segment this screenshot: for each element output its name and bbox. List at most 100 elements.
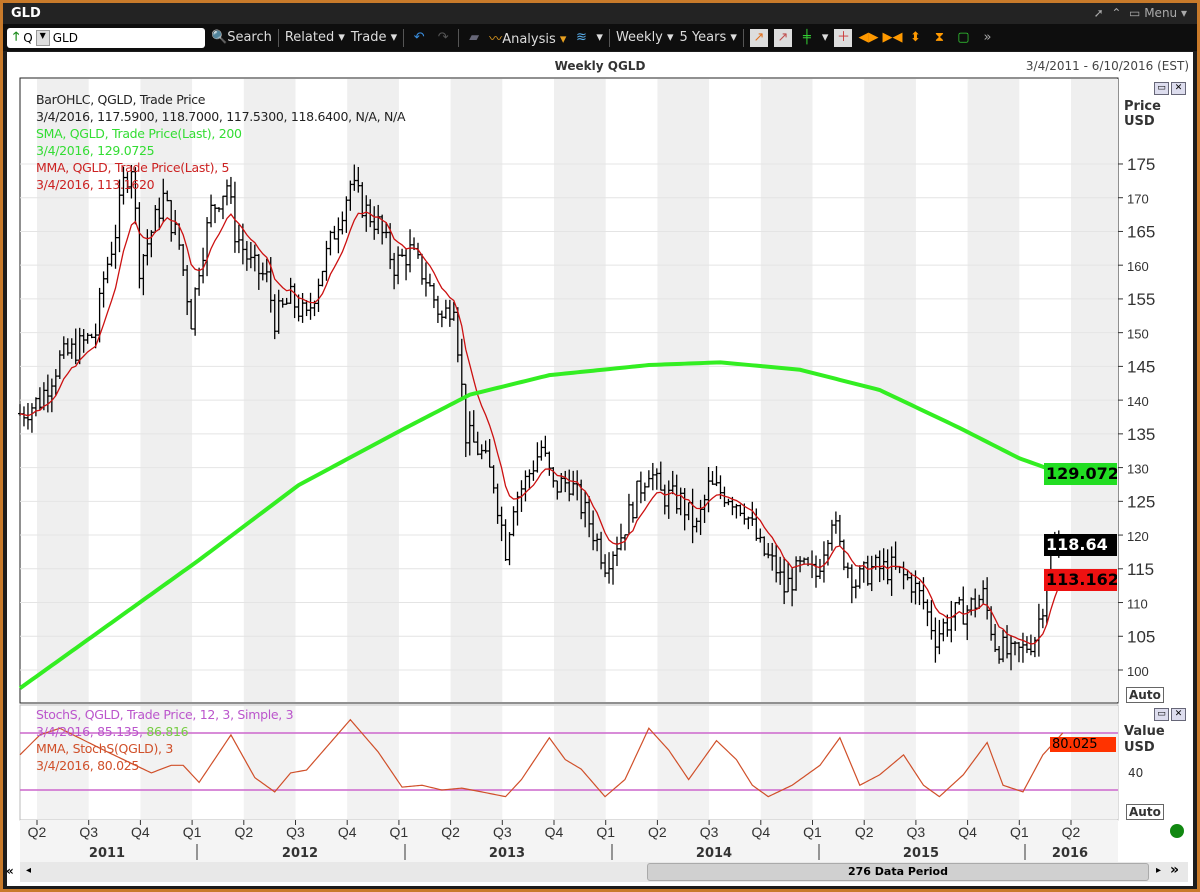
ohlc-bar bbox=[149, 230, 154, 258]
add-panel-icon[interactable]: ＋ bbox=[834, 28, 853, 47]
ohlc-bar bbox=[650, 462, 655, 491]
quarter-band bbox=[864, 706, 916, 819]
year-label: 2013 bbox=[489, 846, 525, 861]
ohlc-bar bbox=[197, 267, 202, 296]
ohlc-bar bbox=[678, 487, 683, 516]
ohlc-bar bbox=[965, 605, 970, 641]
compare-chart-icon[interactable]: ↗ bbox=[773, 28, 792, 47]
legend-bar: BarOHLC, QGLD, Trade Price 3/4/2016, 117.… bbox=[36, 92, 406, 124]
ohlc-bar bbox=[917, 581, 922, 606]
ohlc-bar bbox=[89, 333, 94, 339]
redo-icon[interactable]: ↷ bbox=[437, 29, 449, 45]
minimize-stoch-button[interactable]: ▭ bbox=[1154, 708, 1169, 721]
ohlc-bar bbox=[766, 543, 771, 559]
range-select[interactable]: 5 Years ▾ bbox=[679, 30, 737, 45]
ohlc-bar bbox=[53, 369, 58, 396]
quarter-label: Q1 bbox=[183, 824, 202, 840]
quarter-band bbox=[864, 79, 916, 702]
ohlc-bar bbox=[256, 254, 261, 290]
toolbar: 🡑 Q ▼ GLD 🔍Search Related ▾ Trade ▾ ↶ ↷ … bbox=[3, 24, 1197, 51]
quarter-label: Q3 bbox=[286, 824, 305, 840]
line-chart-icon[interactable]: ↗ bbox=[749, 28, 768, 47]
compress-vertical-icon[interactable]: ⧗ bbox=[934, 29, 945, 45]
ohlc-bar bbox=[630, 501, 635, 523]
scroll-right-button[interactable]: ▸ bbox=[1156, 865, 1162, 876]
collapse-icon[interactable]: ⌃ bbox=[1111, 6, 1122, 20]
chart-title: Weekly QGLD bbox=[554, 59, 646, 73]
price-tick-label: 175 bbox=[1127, 155, 1155, 174]
popout-icon[interactable]: ➚ bbox=[1093, 6, 1104, 20]
ohlc-bar bbox=[1013, 641, 1017, 656]
stoch-auto-button[interactable]: Auto bbox=[1126, 804, 1164, 820]
scroll-left-button[interactable]: ◂ bbox=[26, 865, 32, 876]
ohlc-bar bbox=[821, 541, 826, 583]
quarter-label: Q4 bbox=[545, 824, 564, 840]
minimize-panel-button[interactable]: ▭ bbox=[1154, 82, 1169, 95]
price-tick-label: 150 bbox=[1127, 327, 1149, 342]
ohlc-bar bbox=[348, 180, 353, 211]
quarter-label: Q2 bbox=[441, 824, 460, 840]
title-bar: GLD ➚ ⌃ ▭ Menu ▾ bbox=[3, 3, 1197, 24]
quarter-label: Q3 bbox=[493, 824, 512, 840]
quarter-label: Q1 bbox=[596, 824, 615, 840]
year-label: 2012 bbox=[282, 846, 318, 861]
quarter-band bbox=[554, 706, 606, 819]
ohlc-bar bbox=[1028, 634, 1033, 656]
price-tick-label: 135 bbox=[1127, 425, 1155, 444]
ohlc-bar bbox=[595, 533, 600, 552]
ohlc-bar bbox=[738, 504, 743, 517]
period-select[interactable]: Weekly ▾ bbox=[615, 30, 674, 45]
legend-stoch-mma: MMA, StochS(QGLD), 3 3/4/2016, 80.025 bbox=[36, 741, 174, 773]
close-panel-button[interactable]: ✕ bbox=[1171, 82, 1186, 95]
symbol-input[interactable]: 🡑 Q ▼ GLD bbox=[7, 27, 205, 48]
ohlc-bar bbox=[694, 517, 699, 533]
zoom-box-icon[interactable]: ▢ bbox=[957, 29, 970, 45]
window-icon[interactable]: ▭ bbox=[1129, 6, 1141, 20]
ohlc-bar bbox=[997, 645, 1002, 664]
ohlc-bar bbox=[551, 467, 556, 488]
symbol-dropdown[interactable]: ▼ bbox=[35, 29, 50, 46]
ohlc-bar bbox=[260, 262, 265, 281]
ohlc-bar bbox=[563, 470, 568, 493]
scroll-thumb[interactable]: 276 Data Period bbox=[647, 863, 1149, 881]
ohlc-bar bbox=[1005, 625, 1010, 659]
waves-icon[interactable]: ≋ bbox=[575, 29, 587, 45]
trade-menu[interactable]: Trade ▾ bbox=[350, 30, 398, 45]
expand-horizontal-icon[interactable]: ◀▶ bbox=[858, 29, 879, 45]
price-auto-button[interactable]: Auto bbox=[1126, 687, 1164, 703]
horizontal-scrollbar[interactable]: « ◂ 276 Data Period ▸ » bbox=[6, 862, 1188, 882]
year-label: 2015 bbox=[903, 846, 939, 861]
price-tick-label: 110 bbox=[1127, 597, 1148, 612]
expand-vertical-icon[interactable]: ⬍ bbox=[910, 29, 921, 45]
folder-icon[interactable]: ▰ bbox=[469, 29, 480, 45]
ohlc-bar bbox=[324, 240, 329, 281]
menu-button[interactable]: Menu bbox=[1144, 6, 1178, 20]
ohlc-bar bbox=[467, 411, 472, 456]
ohlc-bar bbox=[133, 167, 138, 225]
related-menu[interactable]: Related ▾ bbox=[284, 30, 345, 45]
ohlc-bar bbox=[837, 514, 842, 547]
quarter-label: Q2 bbox=[648, 824, 667, 840]
ohlc-bar bbox=[817, 558, 822, 580]
scroll-first-button[interactable]: « bbox=[6, 864, 14, 878]
crosshair-icon[interactable]: ╪ bbox=[803, 29, 811, 45]
more-icon[interactable]: » bbox=[983, 29, 992, 45]
analysis-menu[interactable]: 〰Analysis ▾ bbox=[489, 32, 567, 47]
ohlc-bar bbox=[344, 196, 349, 233]
ohlc-bar bbox=[193, 287, 198, 336]
price-tick-label: 155 bbox=[1127, 290, 1155, 309]
ohlc-bar bbox=[515, 491, 520, 526]
price-tick-label: 170 bbox=[1127, 192, 1149, 207]
ohlc-bar bbox=[841, 539, 846, 571]
ohlc-bar bbox=[443, 299, 448, 319]
ohlc-bar bbox=[117, 179, 122, 253]
close-stoch-button[interactable]: ✕ bbox=[1171, 708, 1186, 721]
search-button[interactable]: 🔍Search bbox=[211, 30, 272, 45]
ohlc-bar bbox=[332, 225, 337, 240]
ohlc-bar bbox=[61, 336, 66, 359]
compress-horizontal-icon[interactable]: ▶◀ bbox=[882, 29, 903, 45]
ohlc-bar bbox=[698, 499, 703, 536]
undo-icon[interactable]: ↶ bbox=[413, 29, 425, 45]
scroll-last-button[interactable]: » bbox=[1170, 862, 1180, 878]
